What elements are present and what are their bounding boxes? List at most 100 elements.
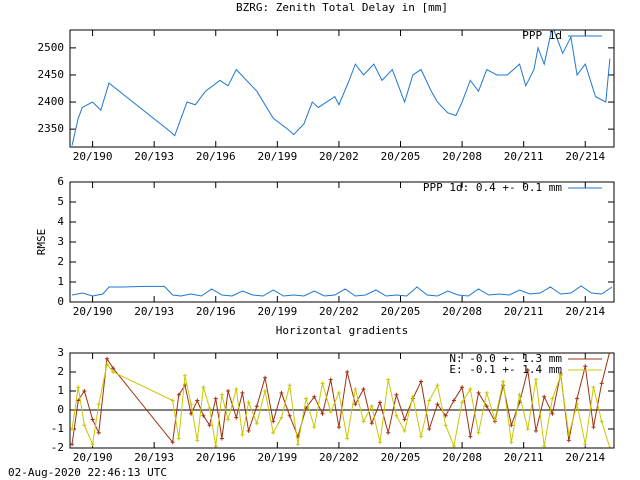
panel: BZRG: Zenith Total Delay in [mm] 2350 2400… xyxy=(38,1,615,163)
series-line xyxy=(71,30,611,146)
point xyxy=(451,398,456,403)
point xyxy=(96,402,101,407)
point xyxy=(312,394,317,399)
point xyxy=(607,446,612,448)
y-tick-label: 4 xyxy=(57,215,64,228)
footer: 02-Aug-2020 22:46:13 UTC xyxy=(8,466,167,479)
series-line xyxy=(71,353,610,445)
point xyxy=(533,428,538,433)
point xyxy=(369,404,374,409)
point xyxy=(550,396,555,401)
point xyxy=(345,436,350,441)
x-tick-label: 20/193 xyxy=(134,305,174,318)
point xyxy=(304,396,309,401)
point xyxy=(76,398,81,403)
x-tick-label: 20/211 xyxy=(504,150,544,163)
point xyxy=(271,430,276,435)
point xyxy=(111,366,116,371)
x-tick-label: 20/190 xyxy=(73,305,113,318)
y-tick-label: 0 xyxy=(57,403,64,416)
x-tick-label: 20/202 xyxy=(319,451,359,464)
point xyxy=(336,425,341,430)
point xyxy=(394,413,399,418)
point xyxy=(542,444,547,448)
point xyxy=(201,385,206,390)
point xyxy=(509,440,514,445)
point xyxy=(361,387,366,392)
point xyxy=(591,425,596,430)
point xyxy=(207,406,212,411)
point xyxy=(176,392,181,397)
point xyxy=(176,436,181,441)
x-tick-label: 20/196 xyxy=(196,150,236,163)
point xyxy=(427,427,432,431)
point xyxy=(460,400,465,405)
point xyxy=(254,404,259,409)
point xyxy=(207,423,212,428)
point xyxy=(345,370,350,374)
legend-label: E: -0.1 +- 1.4 mm xyxy=(449,363,562,376)
point xyxy=(104,362,109,367)
point xyxy=(476,430,481,435)
x-tick-label: 20/199 xyxy=(257,451,297,464)
point xyxy=(484,404,489,409)
point xyxy=(501,379,506,384)
point xyxy=(263,389,268,393)
y-tick-label: 1 xyxy=(57,275,64,288)
x-tick-label: 20/199 xyxy=(257,305,297,318)
y-tick-label: 2 xyxy=(57,365,64,378)
plot-frame xyxy=(69,181,615,303)
point xyxy=(226,389,231,393)
point xyxy=(476,390,481,395)
point xyxy=(104,356,109,361)
point xyxy=(377,400,382,405)
x-tick-label: 20/202 xyxy=(319,150,359,163)
y-tick-label: 1 xyxy=(57,384,64,397)
x-tick-label: 20/202 xyxy=(319,305,359,318)
point xyxy=(70,442,75,447)
x-tick-label: 20/214 xyxy=(565,451,605,464)
point xyxy=(189,402,194,407)
point xyxy=(295,442,300,447)
point xyxy=(328,409,333,414)
point xyxy=(320,411,325,416)
x-tick-label: 20/214 xyxy=(565,150,605,163)
point xyxy=(240,390,245,395)
point xyxy=(484,390,489,395)
point xyxy=(263,375,268,380)
point xyxy=(226,417,231,422)
point xyxy=(460,385,465,390)
point xyxy=(386,377,391,382)
point xyxy=(427,398,432,403)
x-tick-label: 20/208 xyxy=(442,451,482,464)
point xyxy=(111,370,116,374)
point xyxy=(170,398,175,403)
y-tick-label: 0 xyxy=(57,295,64,308)
point xyxy=(361,419,366,424)
x-tick-label: 20/211 xyxy=(504,305,544,318)
point xyxy=(195,398,200,403)
point xyxy=(599,381,604,386)
chart-title: Horizontal gradients xyxy=(276,324,408,337)
point xyxy=(451,444,456,448)
point xyxy=(170,440,175,445)
panel: Horizontal gradients -2 -1 0 1 2 3 20/190 20/193… xyxy=(51,324,615,464)
point xyxy=(468,434,473,439)
point xyxy=(419,434,424,439)
y-tick-label: -1 xyxy=(51,422,64,435)
point xyxy=(443,413,448,418)
point xyxy=(550,411,555,416)
series-line xyxy=(71,363,611,448)
legend-label: N: -0.0 +- 1.3 mm xyxy=(449,352,562,365)
point xyxy=(312,425,317,430)
point xyxy=(195,438,200,443)
chart-title: BZRG: Zenith Total Delay in [mm] xyxy=(236,1,448,14)
point xyxy=(566,438,571,443)
y-tick-label: 2500 xyxy=(38,41,65,54)
point xyxy=(246,400,251,405)
point xyxy=(219,436,224,441)
point xyxy=(377,440,382,445)
point xyxy=(583,442,588,447)
y-tick-label: 2 xyxy=(57,255,64,268)
x-tick-label: 20/190 xyxy=(73,150,113,163)
